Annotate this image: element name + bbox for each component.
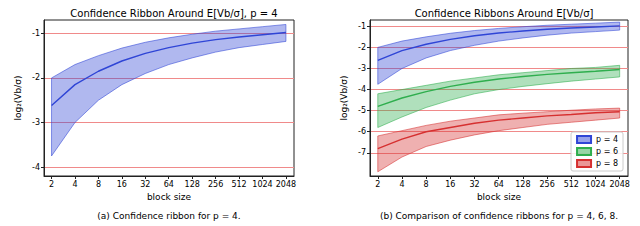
svg-text:1024: 1024 [585,180,605,189]
svg-text:block size: block size [477,192,522,202]
svg-text:-4: -4 [358,85,366,94]
svg-text:16: 16 [117,180,127,189]
svg-text:-2: -2 [32,73,40,82]
svg-text:-7: -7 [358,148,366,157]
svg-text:-1: -1 [358,22,366,31]
svg-text:2048: 2048 [609,180,629,189]
svg-text:-4: -4 [32,163,40,172]
svg-text:-3: -3 [32,118,40,127]
svg-text:64: 64 [494,180,504,189]
svg-text:p = 4: p = 4 [596,135,618,144]
svg-text:log₂(Vb/σ): log₂(Vb/σ) [13,76,23,121]
svg-text:Confidence Ribbon Around E[Vb/: Confidence Ribbon Around E[Vb/σ], p = 4 [70,8,277,19]
svg-text:16: 16 [445,180,455,189]
svg-text:32: 32 [469,180,479,189]
svg-text:32: 32 [140,180,150,189]
svg-text:1024: 1024 [252,180,272,189]
svg-text:64: 64 [164,180,174,189]
svg-text:(a) Confidence ribbon for p =: (a) Confidence ribbon for p = 4. [97,211,240,221]
svg-text:512: 512 [231,180,246,189]
svg-text:8: 8 [424,180,429,189]
svg-text:-5: -5 [358,106,366,115]
svg-text:-6: -6 [358,127,366,136]
svg-text:-1: -1 [32,29,40,38]
svg-text:128: 128 [515,180,530,189]
svg-text:128: 128 [185,180,200,189]
svg-text:p = 6: p = 6 [596,147,618,156]
svg-text:p = 8: p = 8 [596,159,618,168]
svg-text:block size: block size [147,192,192,202]
svg-text:log₂(Vb/σ): log₂(Vb/σ) [339,76,349,121]
svg-text:2: 2 [375,180,380,189]
svg-text:256: 256 [539,180,554,189]
svg-text:-2: -2 [358,43,366,52]
svg-text:Confidence Ribbons Around E[Vb: Confidence Ribbons Around E[Vb/σ] [415,8,594,19]
svg-text:256: 256 [208,180,223,189]
svg-text:512: 512 [564,180,579,189]
svg-text:2: 2 [49,180,54,189]
svg-text:(b) Comparison of confidence r: (b) Comparison of confidence ribbons for… [380,211,618,221]
svg-text:4: 4 [72,180,77,189]
svg-text:-3: -3 [358,64,366,73]
svg-text:2048: 2048 [276,180,296,189]
svg-text:8: 8 [96,180,101,189]
svg-text:4: 4 [399,180,404,189]
